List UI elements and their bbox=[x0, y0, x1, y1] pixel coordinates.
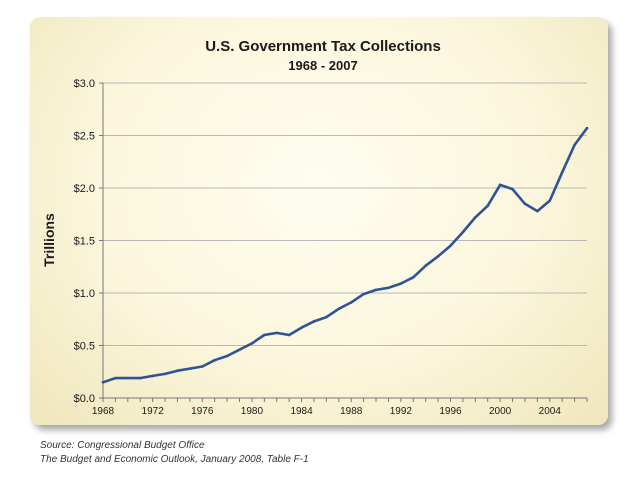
data-point bbox=[486, 204, 490, 208]
data-point bbox=[114, 376, 117, 380]
data-point bbox=[200, 365, 204, 368]
chart-subtitle: 1968 - 2007 bbox=[288, 58, 357, 73]
data-point bbox=[436, 254, 440, 258]
data-point bbox=[312, 320, 316, 323]
data-point bbox=[362, 292, 365, 296]
y-tick-label: $0.0 bbox=[74, 393, 95, 405]
data-point bbox=[498, 183, 502, 187]
x-tick-label: 1980 bbox=[241, 406, 264, 417]
data-point bbox=[163, 372, 167, 376]
data-point bbox=[585, 126, 589, 130]
axes bbox=[99, 82, 588, 402]
y-tick-label: $3.0 bbox=[74, 78, 95, 90]
y-tick-label: $2.0 bbox=[74, 183, 95, 195]
chart-title: U.S. Government Tax Collections bbox=[205, 38, 441, 55]
data-point bbox=[263, 333, 266, 337]
x-tick-label: 2004 bbox=[539, 406, 562, 417]
series-line-tax-collections bbox=[101, 126, 589, 384]
data-point bbox=[474, 216, 477, 219]
data-point bbox=[188, 367, 192, 370]
source-line-1: Source: Congressional Budget Office bbox=[40, 440, 205, 451]
x-tick-label: 1976 bbox=[191, 406, 214, 417]
data-point bbox=[250, 342, 254, 345]
data-point bbox=[374, 288, 378, 292]
data-point bbox=[101, 380, 105, 384]
data-point bbox=[238, 348, 241, 352]
data-point bbox=[548, 199, 552, 202]
data-point bbox=[411, 275, 415, 279]
y-tick-label: $2.5 bbox=[74, 131, 95, 143]
data-point bbox=[275, 331, 279, 335]
tick-labels: $0.0 $0.5 $1.0 $1.5 $2.0 $2.5 $3.0 1968 1972 1976… bbox=[74, 78, 562, 417]
data-point bbox=[461, 230, 465, 234]
y-tick-label: $1.0 bbox=[74, 288, 95, 300]
data-point bbox=[337, 307, 341, 311]
x-tick-label: 1988 bbox=[340, 406, 363, 417]
source-line-2: The Budget and Economic Outlook, January… bbox=[40, 454, 309, 465]
data-point bbox=[213, 358, 216, 362]
x-tick-label: 1996 bbox=[439, 406, 462, 417]
data-point bbox=[138, 376, 142, 380]
data-point bbox=[536, 209, 539, 213]
data-point bbox=[399, 282, 403, 285]
data-point bbox=[176, 369, 179, 373]
data-point bbox=[449, 244, 452, 248]
x-tick-label: 1972 bbox=[142, 406, 165, 417]
data-point bbox=[560, 170, 564, 174]
data-point bbox=[424, 264, 427, 268]
y-axis-label: Trillions bbox=[41, 213, 57, 267]
data-point bbox=[511, 187, 514, 191]
x-tick-label: 2000 bbox=[489, 406, 512, 417]
data-point bbox=[126, 376, 130, 380]
data-point bbox=[349, 301, 353, 304]
y-tick-label: $0.5 bbox=[74, 341, 95, 353]
chart-card bbox=[30, 17, 608, 425]
data-point bbox=[287, 333, 291, 337]
data-point bbox=[523, 202, 527, 206]
x-tick-label: 1984 bbox=[290, 406, 313, 417]
data-point bbox=[325, 315, 328, 319]
data-point bbox=[387, 286, 390, 290]
data-point bbox=[573, 143, 576, 147]
data-point bbox=[300, 326, 303, 329]
data-point bbox=[225, 354, 229, 358]
series-layer bbox=[101, 126, 589, 384]
y-tick-label: $1.5 bbox=[74, 236, 95, 248]
x-tick-label: 1968 bbox=[92, 406, 115, 417]
x-tick-label: 1992 bbox=[390, 406, 413, 417]
gridlines bbox=[103, 82, 587, 346]
data-point bbox=[151, 374, 154, 378]
